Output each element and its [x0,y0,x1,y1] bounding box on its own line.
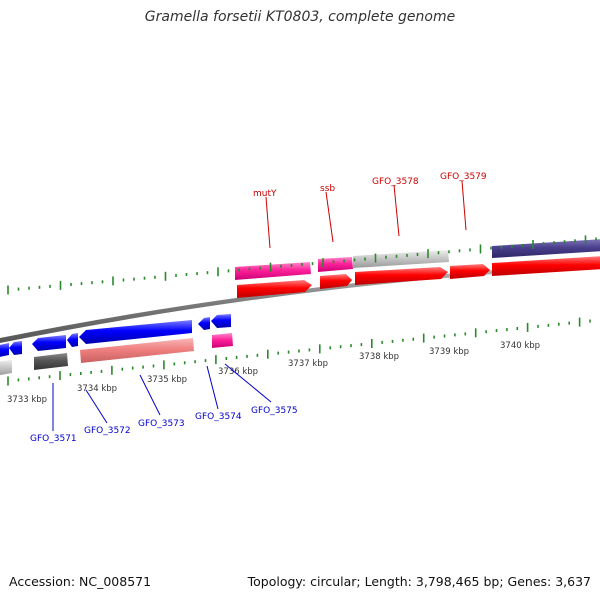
gene-feature-GFO-3578-outer [353,250,449,268]
gene-label-GFO-3574: GFO_3574 [195,412,242,422]
leader-GFO-3574 [206,365,219,410]
scale-label: 3739 kbp [429,347,469,357]
gene-label-GFO-3575: GFO_3575 [251,406,298,416]
bottom-gene-labels: GFO_3571 GFO_3572 GFO_3573 GFO_3574 GFO_… [30,363,298,444]
cds-GFO-3578 [355,267,448,285]
gene-feature-left-gray [0,360,12,376]
gene-label-ssb: ssb [320,184,335,194]
leader-GFO-3572 [85,389,108,424]
scale-label: 3736 kbp [218,367,258,377]
cds-GFO-3579 [450,264,490,279]
leader-GFO-3579 [461,180,467,231]
genome-summary-text: Topology: circular; Length: 3,798,465 bp… [247,574,591,589]
scale-label: 3737 kbp [288,359,328,369]
scale-label: 3734 kbp [77,384,117,394]
gene-feature-GFO-3571-outer [34,353,68,370]
tick-row-top [7,235,597,295]
minus-strand-outer [0,333,233,376]
scale-label: 3735 kbp [147,375,187,385]
leader-GFO-3573 [139,374,161,416]
cds-small-1 [9,341,22,355]
tick-row-bottom [7,317,591,386]
cds-ssb [320,274,352,289]
genome-title: Gramella forsetii KT0803, complete genom… [144,9,456,25]
gene-label-GFO-3572: GFO_3572 [84,426,131,436]
top-gene-labels: mutY ssb GFO_3578 GFO_3579 [253,172,487,249]
cds-GFO-3573 [79,320,192,344]
scale-label: 3738 kbp [359,352,399,362]
leader-GFO-3575 [224,363,272,403]
scale-label: 3740 kbp [500,341,540,351]
gene-feature-GFO-3579-outer [492,239,600,258]
plus-strand-cds [237,256,600,298]
gene-feature-GFO-3575-outer [212,333,233,348]
gene-label-GFO-3579: GFO_3579 [440,172,487,182]
cds-mutY [237,280,312,298]
cds-GFO-3571 [32,335,66,351]
cds-GFO-3574 [198,317,210,330]
cds-left-edge [0,343,9,357]
cds-next [492,256,600,276]
minus-strand-cds [0,314,231,357]
gene-feature-GFO-3573-outer [80,338,194,363]
scale-label: 3733 kbp [7,395,47,405]
cds-GFO-3575 [211,314,231,328]
cds-GFO-3572 [67,333,78,347]
gene-label-GFO-3573: GFO_3573 [138,419,185,429]
scale-labels: 3733 kbp 3734 kbp 3735 kbp 3736 kbp 3737… [7,341,540,405]
leader-mutY [265,196,271,249]
accession-text: Accession: NC_008571 [9,574,152,589]
gene-label-mutY: mutY [253,189,277,199]
gene-label-GFO-3571: GFO_3571 [30,434,77,444]
leader-GFO-3578 [393,184,400,237]
gene-feature-mutY-outer [235,262,311,280]
gene-label-GFO-3578: GFO_3578 [372,177,419,187]
leader-ssb [325,191,334,243]
